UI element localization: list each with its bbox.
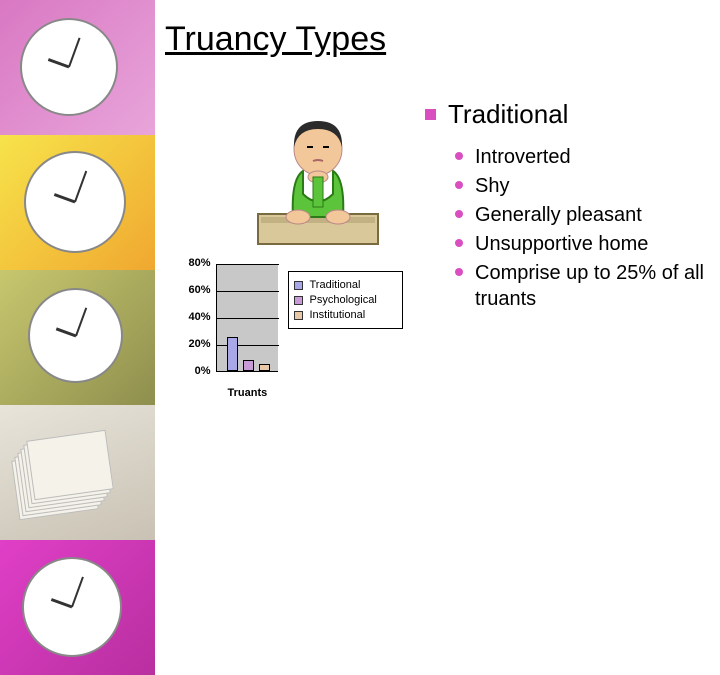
- dot-bullet-icon: [455, 210, 463, 218]
- truants-bar-chart: 80% 60% 40% 20% 0% Truants Traditional Psycholo…: [168, 259, 413, 399]
- paper-stack-icon: [15, 435, 135, 525]
- legend-swatch-icon: [294, 296, 303, 305]
- chart-bar: [259, 364, 270, 371]
- legend-swatch-icon: [294, 311, 303, 320]
- chart-plot-area: [216, 264, 278, 372]
- heading-row: Traditional: [425, 99, 710, 130]
- decorative-background-strip: [0, 0, 155, 540]
- list-item: Introverted: [455, 144, 710, 170]
- list-item-text: Generally pleasant: [475, 202, 642, 228]
- legend-label: Psychological: [310, 294, 377, 306]
- chart-y-tick-label: 80%: [188, 257, 210, 269]
- legend-item: Psychological: [294, 294, 397, 306]
- clock-icon: [28, 288, 123, 383]
- legend-label: Institutional: [310, 309, 366, 321]
- legend-label: Traditional: [310, 279, 361, 291]
- bg-tile: [0, 540, 155, 675]
- student-illustration: [243, 99, 393, 254]
- list-item-text: Comprise up to 25% of all truants: [475, 260, 710, 312]
- chart-x-label: Truants: [228, 387, 268, 399]
- chart-y-tick-label: 20%: [188, 338, 210, 350]
- chart-y-tick-label: 40%: [188, 311, 210, 323]
- list-item: Unsupportive home: [455, 231, 710, 257]
- list-item-text: Introverted: [475, 144, 571, 170]
- square-bullet-icon: [425, 109, 436, 120]
- chart-y-tick-label: 60%: [188, 284, 210, 296]
- clock-icon: [20, 18, 118, 116]
- slide-content: Truancy Types 80% 60% 40% 20% 0% Truants Tradi…: [165, 20, 710, 399]
- clock-icon: [22, 557, 122, 657]
- right-column: Traditional Introverted Shy Generally plea…: [420, 99, 710, 315]
- list-item: Comprise up to 25% of all truants: [455, 260, 710, 312]
- bg-tile: [0, 405, 155, 540]
- list-item: Shy: [455, 173, 710, 199]
- main-row: 80% 60% 40% 20% 0% Truants Traditional Psycholo…: [165, 99, 710, 399]
- legend-item: Institutional: [294, 309, 397, 321]
- bg-tile: [0, 270, 155, 405]
- heading-text: Traditional: [448, 99, 568, 130]
- chart-bar: [227, 337, 238, 371]
- chart-bar: [243, 360, 254, 371]
- chart-legend: Traditional Psychological Institutional: [288, 271, 403, 329]
- slide-title: Truancy Types: [165, 20, 710, 59]
- legend-swatch-icon: [294, 281, 303, 290]
- dot-bullet-icon: [455, 239, 463, 247]
- dot-bullet-icon: [455, 268, 463, 276]
- left-column: 80% 60% 40% 20% 0% Truants Traditional Psycholo…: [165, 99, 420, 399]
- legend-item: Traditional: [294, 279, 397, 291]
- clock-icon: [24, 151, 126, 253]
- list-item-text: Shy: [475, 173, 509, 199]
- dot-bullet-icon: [455, 152, 463, 160]
- dot-bullet-icon: [455, 181, 463, 189]
- list-item-text: Unsupportive home: [475, 231, 648, 257]
- bg-tile: [0, 135, 155, 270]
- bg-tile: [0, 0, 155, 135]
- chart-y-tick-label: 0%: [195, 365, 211, 377]
- sub-bullet-list: Introverted Shy Generally pleasant Unsuppor…: [455, 144, 710, 312]
- list-item: Generally pleasant: [455, 202, 710, 228]
